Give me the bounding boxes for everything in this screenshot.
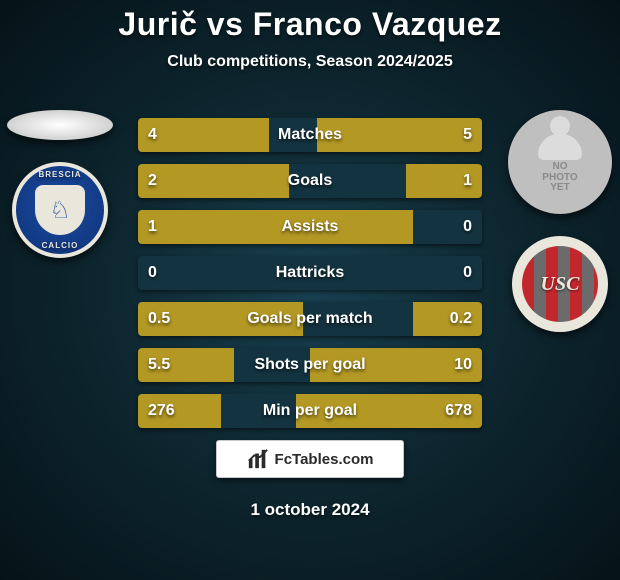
- stat-row: Goals per match0.50.2: [138, 302, 482, 336]
- bar-track: [138, 118, 482, 152]
- comparison-chart: Matches45Goals21Assists10Hattricks00Goal…: [138, 118, 482, 440]
- site-brand-text: FcTables.com: [275, 451, 374, 468]
- stat-row: Goals21: [138, 164, 482, 198]
- bar-left: [138, 164, 289, 198]
- stat-row: Min per goal276678: [138, 394, 482, 428]
- bar-left: [138, 118, 269, 152]
- stat-row: Assists10: [138, 210, 482, 244]
- bar-track: [138, 302, 482, 336]
- bar-track: [138, 394, 482, 428]
- stat-value-right: 678: [445, 394, 472, 428]
- site-logo[interactable]: FcTables.com: [216, 440, 404, 478]
- stat-value-left: 5.5: [148, 348, 170, 382]
- bar-track: [138, 256, 482, 290]
- bar-left: [138, 210, 413, 244]
- stat-row: Matches45: [138, 118, 482, 152]
- player-right-column: NO PHOTO YET USC: [500, 110, 620, 332]
- club-left-crest: ♘: [35, 185, 85, 235]
- stat-row: Shots per goal5.510: [138, 348, 482, 382]
- stat-value-right: 0.2: [450, 302, 472, 336]
- stat-value-left: 4: [148, 118, 157, 152]
- stat-value-left: 0: [148, 256, 157, 290]
- stat-value-left: 1: [148, 210, 157, 244]
- silhouette-icon: [536, 116, 584, 160]
- page-title: Jurič vs Franco Vazquez: [0, 0, 620, 43]
- bar-track: [138, 164, 482, 198]
- stat-value-right: 0: [463, 210, 472, 244]
- bar-chart-icon: [247, 448, 269, 470]
- stat-value-right: 5: [463, 118, 472, 152]
- club-left-ring-bot: CALCIO: [16, 241, 104, 250]
- club-badge-left: BRESCIA ♘ CALCIO: [12, 162, 108, 258]
- player-right-photo-placeholder: NO PHOTO YET: [508, 110, 612, 214]
- bar-track: [138, 348, 482, 382]
- footer-date: 1 october 2024: [0, 500, 620, 520]
- no-photo-label: NO PHOTO YET: [542, 162, 577, 194]
- club-badge-right: USC: [512, 236, 608, 332]
- player-left-column: BRESCIA ♘ CALCIO: [0, 110, 120, 258]
- stat-value-right: 0: [463, 256, 472, 290]
- player-left-photo: [7, 110, 113, 140]
- stat-value-left: 276: [148, 394, 175, 428]
- club-right-mono: USC: [541, 273, 580, 296]
- bar-track: [138, 210, 482, 244]
- stat-value-right: 10: [454, 348, 472, 382]
- subtitle: Club competitions, Season 2024/2025: [0, 53, 620, 71]
- stat-value-left: 2: [148, 164, 157, 198]
- stat-value-right: 1: [463, 164, 472, 198]
- bar-right: [317, 118, 482, 152]
- stat-row: Hattricks00: [138, 256, 482, 290]
- club-left-ring-top: BRESCIA: [16, 170, 104, 179]
- stat-value-left: 0.5: [148, 302, 170, 336]
